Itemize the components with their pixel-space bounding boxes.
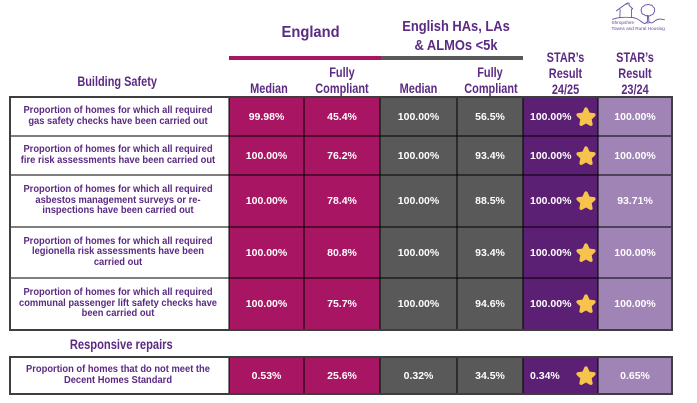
svg-text:Towns and Rural Housing: Towns and Rural Housing: [612, 26, 666, 31]
svg-text:Shropshire: Shropshire: [612, 20, 635, 25]
